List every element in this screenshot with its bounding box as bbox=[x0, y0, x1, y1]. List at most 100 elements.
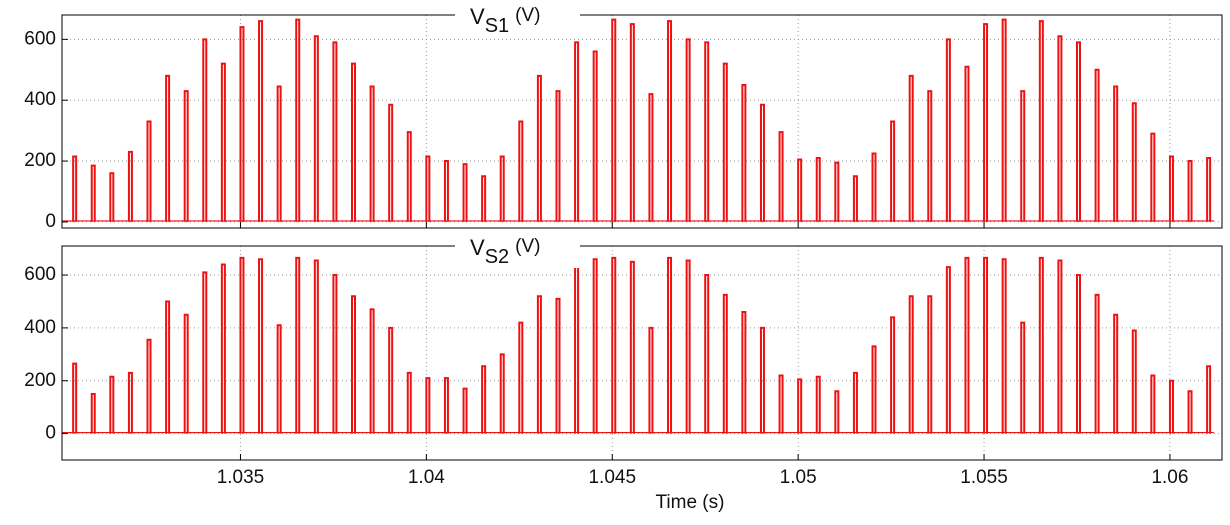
spike bbox=[258, 20, 264, 222]
spike bbox=[1113, 85, 1119, 222]
spike bbox=[499, 353, 505, 434]
spike bbox=[90, 392, 96, 434]
spike bbox=[871, 345, 877, 434]
spike bbox=[1150, 132, 1156, 222]
spike bbox=[834, 161, 840, 222]
spike bbox=[146, 120, 152, 222]
spike bbox=[704, 274, 710, 434]
spike bbox=[964, 256, 970, 434]
y-tick-label: 200 bbox=[24, 370, 56, 391]
spike bbox=[648, 326, 654, 434]
y-tick-label: 0 bbox=[45, 211, 56, 232]
spike bbox=[499, 155, 505, 222]
spike bbox=[574, 266, 580, 434]
spike bbox=[611, 18, 617, 222]
spike bbox=[109, 172, 115, 222]
spike bbox=[908, 295, 914, 434]
title-subscript: S1 bbox=[485, 15, 509, 37]
spike bbox=[1131, 102, 1137, 222]
y-tick-label: 200 bbox=[24, 150, 56, 171]
spike bbox=[276, 324, 282, 434]
spike bbox=[406, 371, 412, 434]
spike bbox=[369, 85, 375, 222]
spike bbox=[351, 62, 356, 222]
spike bbox=[983, 23, 989, 222]
spike bbox=[202, 271, 208, 434]
spike bbox=[518, 321, 524, 434]
spike bbox=[183, 313, 189, 434]
spike bbox=[1206, 157, 1212, 222]
spike bbox=[945, 38, 951, 222]
spike bbox=[685, 259, 691, 434]
spike bbox=[1131, 329, 1137, 434]
spike bbox=[722, 293, 728, 434]
spike bbox=[425, 155, 431, 222]
spike bbox=[388, 326, 394, 434]
spike bbox=[834, 390, 840, 434]
spike bbox=[797, 378, 803, 434]
spike bbox=[220, 62, 226, 222]
spike bbox=[258, 258, 264, 434]
title-unit: (V) bbox=[515, 5, 540, 26]
spike bbox=[1001, 18, 1007, 222]
spike bbox=[574, 41, 580, 222]
spike bbox=[592, 50, 598, 222]
spike bbox=[202, 38, 208, 222]
spike bbox=[276, 85, 282, 222]
spike bbox=[443, 377, 449, 434]
spike bbox=[648, 93, 654, 222]
spike bbox=[165, 300, 171, 434]
spike bbox=[1076, 274, 1081, 434]
title-main: V bbox=[470, 4, 485, 29]
spike bbox=[536, 74, 542, 222]
spike bbox=[722, 62, 728, 222]
spike bbox=[518, 120, 524, 222]
spike bbox=[815, 375, 821, 434]
spike bbox=[127, 371, 133, 434]
spike bbox=[1168, 155, 1174, 222]
y-tick-label: 400 bbox=[24, 89, 56, 110]
spike bbox=[313, 35, 319, 222]
spike bbox=[332, 274, 338, 434]
y-tick-label: 600 bbox=[24, 28, 56, 49]
spike bbox=[1057, 35, 1063, 222]
spike bbox=[1038, 20, 1044, 222]
x-tick-label: 1.06 bbox=[1151, 467, 1188, 488]
spike bbox=[1113, 313, 1119, 434]
spike bbox=[815, 157, 821, 222]
subplot: 0 200 400 600 VS1 (V) bbox=[24, 4, 1223, 232]
spike bbox=[481, 365, 487, 434]
subplot-title: VS1 (V) bbox=[470, 4, 540, 37]
spike bbox=[332, 41, 338, 222]
spike bbox=[536, 295, 542, 434]
spike bbox=[443, 160, 449, 222]
spike bbox=[1076, 41, 1081, 222]
spike bbox=[778, 374, 784, 434]
spike bbox=[945, 266, 951, 434]
title-bg bbox=[455, 238, 580, 268]
spike bbox=[908, 74, 914, 222]
x-tick-label: 1.05 bbox=[780, 467, 817, 488]
title-main: V bbox=[470, 235, 485, 260]
plot-frame bbox=[61, 14, 1223, 229]
spike bbox=[369, 308, 375, 434]
spike bbox=[890, 120, 896, 222]
subplot-title: VS2 (V) bbox=[470, 235, 540, 268]
spike bbox=[239, 256, 245, 434]
spike bbox=[295, 18, 301, 222]
x-axis-label: Time (s) bbox=[656, 492, 725, 513]
spike bbox=[555, 297, 561, 434]
spike bbox=[1001, 258, 1007, 434]
spike bbox=[667, 20, 673, 222]
title-bg bbox=[455, 7, 580, 37]
spike bbox=[759, 326, 765, 434]
spike bbox=[964, 65, 970, 222]
spike bbox=[1168, 379, 1174, 434]
spike bbox=[871, 152, 877, 222]
spike bbox=[127, 150, 133, 222]
spike bbox=[90, 164, 96, 222]
spike bbox=[1020, 90, 1026, 222]
title-unit: (V) bbox=[515, 236, 540, 257]
